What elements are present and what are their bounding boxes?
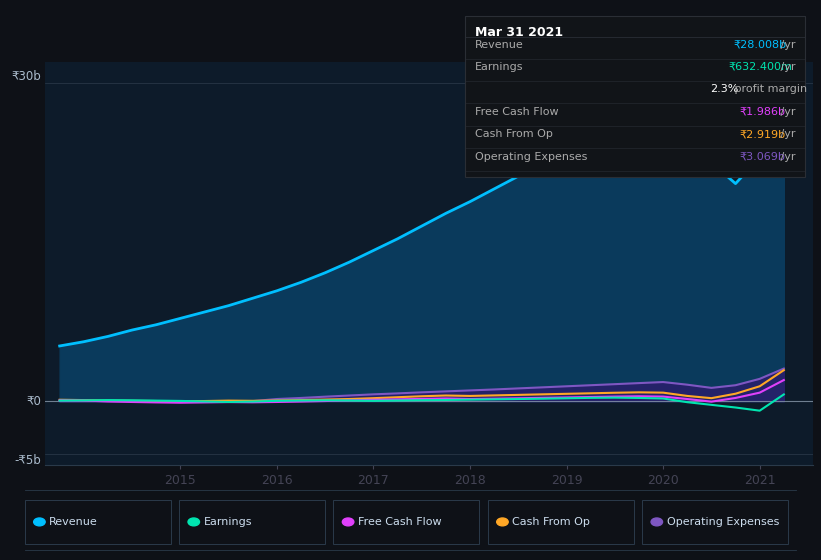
- Text: ₹28.008b: ₹28.008b: [734, 40, 787, 50]
- Text: Earnings: Earnings: [475, 62, 524, 72]
- Text: -₹5b: -₹5b: [15, 454, 41, 467]
- Text: ₹1.986b: ₹1.986b: [739, 107, 785, 117]
- Text: Earnings: Earnings: [204, 517, 252, 527]
- Text: ₹30b: ₹30b: [11, 70, 41, 83]
- Text: Revenue: Revenue: [475, 40, 524, 50]
- Text: Free Cash Flow: Free Cash Flow: [475, 107, 559, 117]
- Text: Cash From Op: Cash From Op: [475, 129, 553, 139]
- Text: Revenue: Revenue: [49, 517, 98, 527]
- Text: ₹2.919b: ₹2.919b: [739, 129, 786, 139]
- Text: Free Cash Flow: Free Cash Flow: [358, 517, 442, 527]
- Text: ₹3.069b: ₹3.069b: [739, 152, 785, 162]
- Text: /yr: /yr: [777, 107, 795, 117]
- Text: /yr: /yr: [777, 62, 795, 72]
- Text: Operating Expenses: Operating Expenses: [475, 152, 588, 162]
- Text: /yr: /yr: [777, 40, 795, 50]
- Text: ₹0: ₹0: [26, 395, 41, 408]
- Text: Mar 31 2021: Mar 31 2021: [475, 26, 563, 39]
- Text: Operating Expenses: Operating Expenses: [667, 517, 779, 527]
- Text: profit margin: profit margin: [732, 85, 807, 95]
- Text: /yr: /yr: [777, 129, 795, 139]
- Text: 2.3%: 2.3%: [710, 85, 738, 95]
- Text: Cash From Op: Cash From Op: [512, 517, 590, 527]
- Text: ₹632.400m: ₹632.400m: [728, 62, 792, 72]
- Text: /yr: /yr: [777, 152, 795, 162]
